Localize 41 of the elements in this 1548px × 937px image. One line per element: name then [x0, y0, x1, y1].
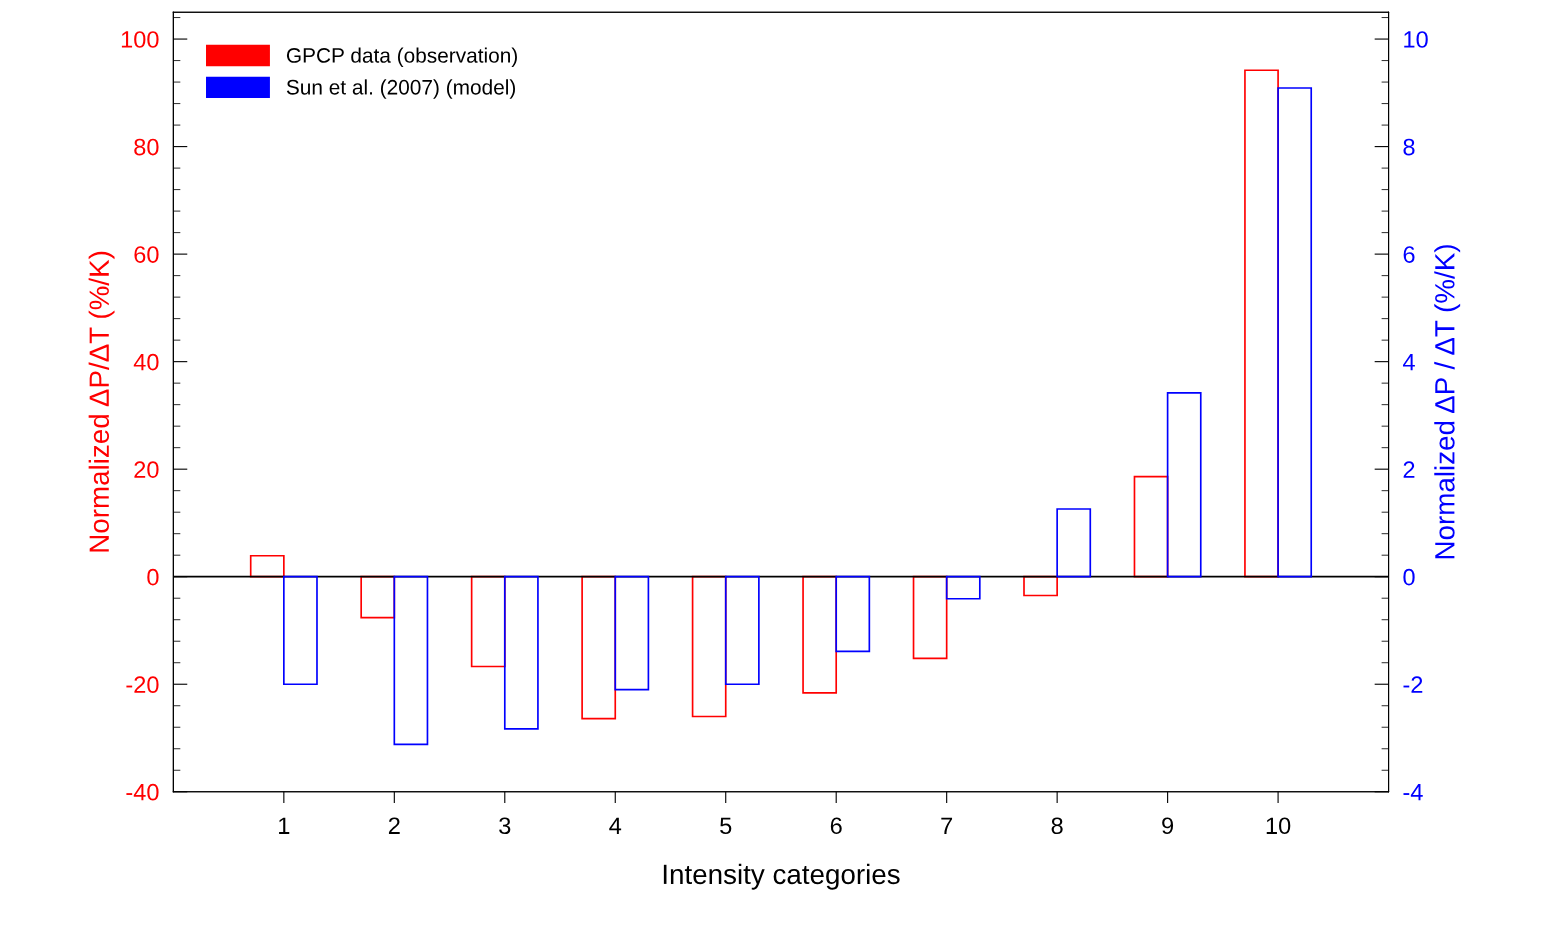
y2-tick-label: 0 — [1403, 568, 1415, 586]
x-tick-label: 5 — [720, 817, 732, 835]
y-tick-label: 100 — [121, 31, 159, 48]
legend-label: Sun et al. (2007) (model) — [286, 79, 516, 99]
x-tick-label: 9 — [1162, 817, 1174, 835]
y2-tick-label: 6 — [1403, 246, 1415, 263]
x-tick-label: 7 — [941, 817, 953, 834]
bar — [503, 575, 539, 730]
x-axis-title: Intensity categories — [663, 863, 900, 890]
bar — [283, 575, 318, 686]
y2-axis-title: Normalized ΔP / ΔT (%/K) — [1434, 245, 1461, 559]
y2-tick-label: 8 — [1403, 138, 1415, 156]
y-tick-label: 20 — [134, 461, 159, 478]
y2-tick-label: -4 — [1403, 784, 1423, 801]
bar — [1277, 87, 1313, 578]
y-tick-label: 0 — [147, 568, 159, 586]
bar — [945, 575, 981, 600]
y2-tick-label: -2 — [1403, 676, 1423, 693]
y2-tick-label: 4 — [1402, 353, 1415, 371]
y-tick-label: -20 — [126, 676, 159, 694]
x-tick-label: 3 — [499, 817, 511, 835]
x-tick-label: 8 — [1051, 817, 1063, 835]
x-tick-label: 10 — [1266, 817, 1291, 835]
y-tick-label: 80 — [134, 138, 159, 156]
y2-tick-label: 10 — [1404, 31, 1428, 48]
y-tick-label: 40 — [133, 353, 159, 371]
bar — [1166, 391, 1202, 578]
y-tick-label: -40 — [126, 783, 159, 801]
x-tick-label: 6 — [830, 817, 842, 835]
bar — [614, 575, 650, 691]
y-tick-label: 60 — [134, 246, 159, 263]
bar — [835, 575, 871, 653]
x-tick-label: 2 — [388, 817, 400, 834]
y2-tick-label: 2 — [1403, 461, 1415, 478]
x-tick-label: 4 — [609, 817, 622, 834]
bar — [724, 575, 760, 686]
legend-label: GPCP data (observation) — [286, 47, 517, 67]
bar — [393, 575, 429, 746]
y-axis-title: Normalized ΔP/ΔT (%/K) — [88, 251, 115, 552]
x-tick-label: 1 — [279, 817, 290, 834]
bar — [1056, 508, 1092, 578]
